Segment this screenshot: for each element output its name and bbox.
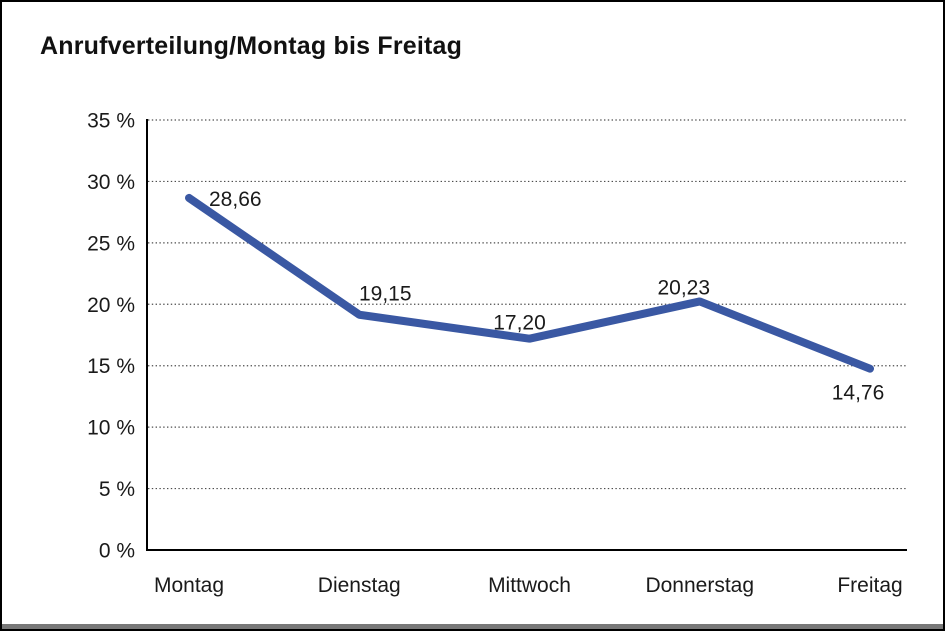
y-tick-label: 35 %: [87, 110, 135, 133]
data-point-label: 28,66: [209, 188, 262, 211]
data-point-label: 20,23: [657, 276, 710, 299]
x-category-label: Freitag: [837, 574, 902, 597]
axis-lines: [146, 119, 907, 551]
y-tick-label: 15 %: [87, 355, 135, 378]
x-category-label: Mittwoch: [488, 574, 571, 597]
window-bottom-edge: [2, 624, 943, 629]
y-tick-label: 25 %: [87, 232, 135, 255]
data-point-label: 17,20: [493, 312, 546, 335]
data-point-label: 14,76: [832, 382, 885, 405]
data-series-line: [185, 193, 874, 373]
y-tick-label: 0 %: [99, 540, 135, 563]
x-category-label: Dienstag: [318, 574, 401, 597]
chart-title: Anrufverteilung/Montag bis Freitag: [40, 32, 463, 60]
x-category-label: Montag: [154, 574, 224, 597]
x-category-label: Donnerstag: [645, 574, 754, 597]
y-tick-label: 5 %: [99, 478, 135, 501]
y-tick-label: 20 %: [87, 294, 135, 317]
y-tick-label: 30 %: [87, 171, 135, 194]
data-point-label: 19,15: [359, 283, 412, 306]
y-tick-label: 10 %: [87, 417, 135, 440]
